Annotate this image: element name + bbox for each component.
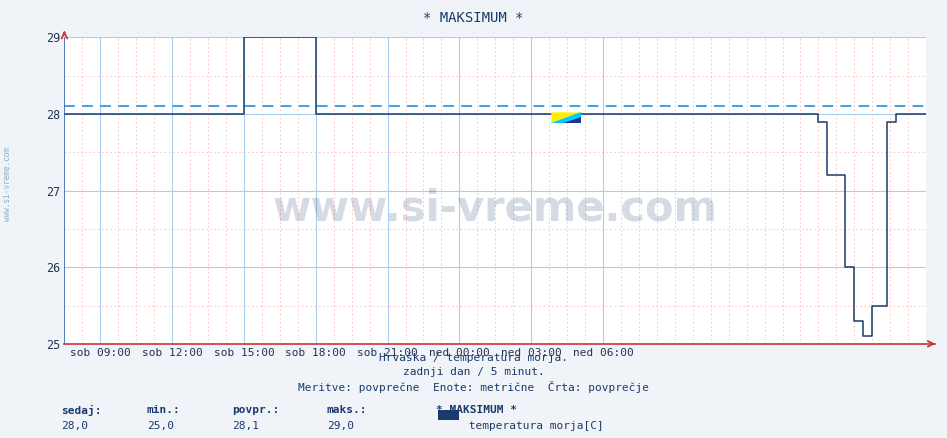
Text: sedaj:: sedaj: bbox=[62, 405, 102, 416]
Text: 29,0: 29,0 bbox=[327, 421, 354, 431]
Text: www.si-vreme.com: www.si-vreme.com bbox=[3, 147, 12, 221]
Text: 28,0: 28,0 bbox=[62, 421, 89, 431]
Text: www.si-vreme.com: www.si-vreme.com bbox=[273, 188, 718, 230]
Text: povpr.:: povpr.: bbox=[232, 405, 279, 415]
Text: maks.:: maks.: bbox=[327, 405, 367, 415]
Text: zadnji dan / 5 minut.: zadnji dan / 5 minut. bbox=[402, 367, 545, 377]
Polygon shape bbox=[551, 113, 581, 123]
Text: Hrvaška / temperatura morja.: Hrvaška / temperatura morja. bbox=[379, 353, 568, 363]
Text: min.:: min.: bbox=[147, 405, 181, 415]
Text: * MAKSIMUM *: * MAKSIMUM * bbox=[436, 405, 517, 415]
Text: temperatura morja[C]: temperatura morja[C] bbox=[462, 421, 604, 431]
Text: 25,0: 25,0 bbox=[147, 421, 174, 431]
Text: 28,1: 28,1 bbox=[232, 421, 259, 431]
Text: Meritve: povprečne  Enote: metrične  Črta: povprečje: Meritve: povprečne Enote: metrične Črta:… bbox=[298, 381, 649, 392]
Text: * MAKSIMUM *: * MAKSIMUM * bbox=[423, 11, 524, 25]
Polygon shape bbox=[563, 117, 581, 123]
Polygon shape bbox=[551, 113, 581, 123]
